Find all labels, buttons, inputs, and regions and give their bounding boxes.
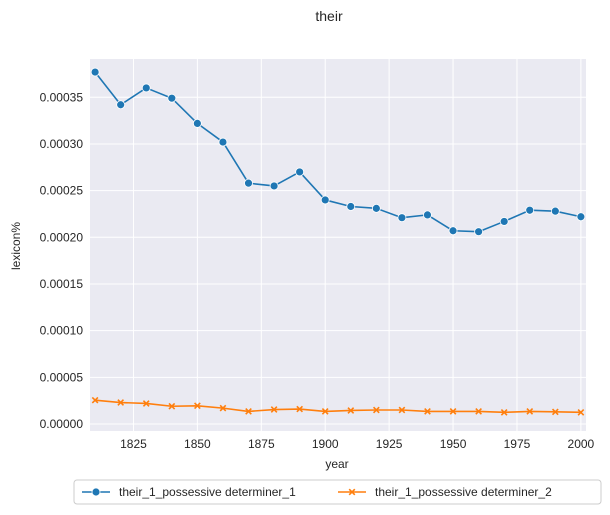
series-1-point xyxy=(550,206,560,216)
series-2-point xyxy=(398,406,406,414)
series-2-line xyxy=(95,399,581,414)
y-tick-label: 0.00005 xyxy=(40,370,84,384)
series-1-point xyxy=(474,227,484,237)
series-1 xyxy=(90,67,586,237)
x-tick-label: 2000 xyxy=(568,437,595,451)
x-tick-label: 1900 xyxy=(312,437,339,451)
series-1-point xyxy=(397,213,407,223)
legend-label: their_1_possessive determiner_1 xyxy=(119,485,296,499)
series-1-point xyxy=(371,203,381,213)
series-2-point xyxy=(475,408,482,415)
series-1-point xyxy=(576,212,586,222)
series-1-point xyxy=(192,119,202,128)
series-1-line xyxy=(94,71,582,233)
series-1-point xyxy=(244,178,253,188)
chart-title: their xyxy=(315,8,343,24)
legend-marker xyxy=(348,488,356,496)
series-1-point xyxy=(295,167,305,177)
x-tick-label: 1850 xyxy=(184,437,211,451)
series-1-point xyxy=(90,67,100,77)
series-2-point xyxy=(551,408,559,416)
series-2 xyxy=(91,396,585,416)
legend-label: their_1_possessive determiner_2 xyxy=(375,485,552,499)
series-1-point xyxy=(218,137,228,147)
y-tick-label: 0.00025 xyxy=(40,184,84,198)
x-tick-label: 1925 xyxy=(376,437,403,451)
x-tick-label: 1975 xyxy=(504,437,531,451)
series-2-point xyxy=(347,407,355,414)
y-axis-label: lexicon% xyxy=(9,222,23,270)
series-2-point xyxy=(500,408,508,416)
series-2-point xyxy=(449,408,457,415)
legend-item-2: their_1_possessive determiner_2 xyxy=(338,485,552,499)
series-2-point xyxy=(424,408,431,415)
series-2-point xyxy=(321,408,329,415)
series-2-point xyxy=(219,404,227,412)
y-tick-label: 0.00020 xyxy=(40,230,84,244)
plot-area xyxy=(90,59,586,431)
x-tick-label: 1875 xyxy=(248,437,275,451)
legend-marker xyxy=(91,487,101,497)
x-tick-label: 1950 xyxy=(440,437,467,451)
series-1-point xyxy=(269,181,279,191)
series-1-point xyxy=(167,93,177,103)
series-2-point xyxy=(194,402,201,410)
series-2-point xyxy=(372,406,380,414)
series-1-point xyxy=(346,202,356,211)
series-2-point xyxy=(577,408,585,416)
series-2-point xyxy=(117,399,125,406)
series-2-point xyxy=(270,406,278,413)
y-tick-label: 0.00035 xyxy=(40,90,84,104)
x-tick-labels: 1825 1850 1875 1900 1925 1950 1975 2000 xyxy=(120,437,594,451)
y-tick-label: 0.00000 xyxy=(40,417,84,431)
legend-box xyxy=(73,479,602,505)
series-2-point xyxy=(91,396,99,404)
series-2-point xyxy=(526,408,534,415)
x-tick-label: 1825 xyxy=(120,437,147,451)
series-2-point xyxy=(296,405,304,413)
x-axis-label: year xyxy=(325,457,348,471)
series-1-point xyxy=(423,210,432,220)
series-1-point xyxy=(116,100,126,110)
series-1-point xyxy=(320,195,330,205)
legend-item-1: their_1_possessive determiner_1 xyxy=(82,485,296,499)
y-tick-label: 0.00010 xyxy=(40,324,84,338)
series-1-point xyxy=(141,83,151,93)
y-gridlines xyxy=(90,96,586,425)
series-1-point xyxy=(499,217,509,226)
series-2-point xyxy=(142,400,150,407)
y-tick-label: 0.00015 xyxy=(40,277,84,291)
series-1-point xyxy=(525,205,535,215)
series-layer xyxy=(90,67,586,416)
series-2-point xyxy=(245,408,252,415)
y-tick-label: 0.00030 xyxy=(40,137,84,151)
y-tick-labels: 0.00000 0.00005 0.00010 0.00015 0.00020 0.000… xyxy=(40,90,84,431)
legend: their_1_possessive determiner_1 their_1_p… xyxy=(73,479,602,505)
series-2-point xyxy=(168,402,176,410)
series-1-point xyxy=(448,226,458,236)
